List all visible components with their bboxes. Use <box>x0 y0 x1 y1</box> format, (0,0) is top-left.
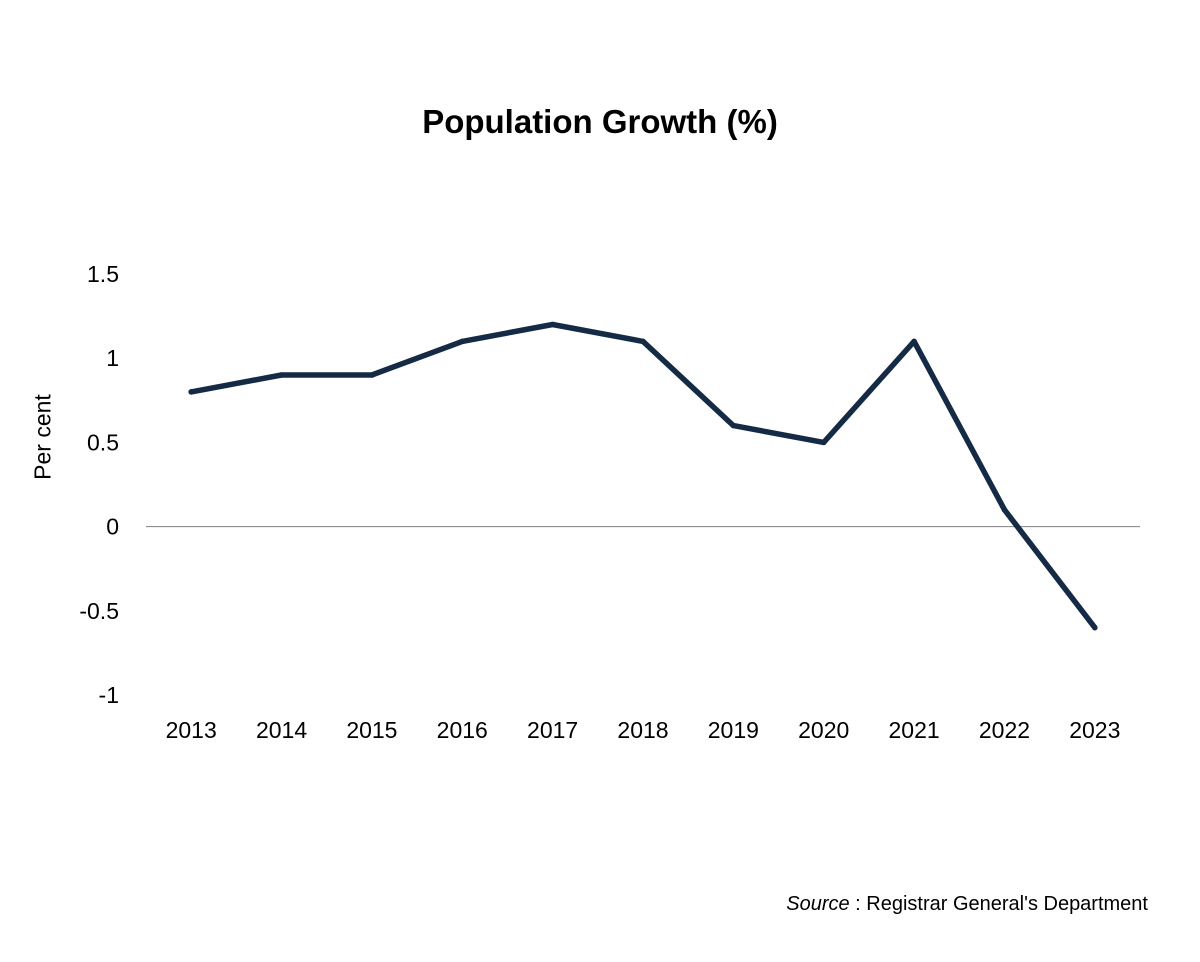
y-tick-label: 1.5 <box>87 261 119 287</box>
x-tick-label: 2020 <box>798 717 849 743</box>
x-tick-label: 2016 <box>437 717 488 743</box>
data-point <box>1092 625 1098 631</box>
data-point <box>369 372 375 378</box>
data-point <box>731 423 737 429</box>
data-point <box>821 440 827 446</box>
series-line <box>191 325 1095 628</box>
x-tick-label: 2023 <box>1069 717 1120 743</box>
y-tick-label: -0.5 <box>79 598 119 624</box>
x-tick-label: 2021 <box>889 717 940 743</box>
y-tick-label: 1 <box>106 345 119 371</box>
x-tick-label: 2022 <box>979 717 1030 743</box>
y-tick-label: 0.5 <box>87 429 119 455</box>
x-tick-label: 2014 <box>256 717 307 743</box>
data-point <box>550 322 556 328</box>
chart-title: Population Growth (%) <box>0 100 1200 144</box>
line-chart: 1.5 1 0.5 0 -0.5 -1 2013 2014 2015 2016 2017 2018 20… <box>0 0 1200 962</box>
y-tick-label: 0 <box>106 514 119 540</box>
source-text: : Registrar General's Department <box>850 893 1148 915</box>
x-tick-label: 2015 <box>346 717 397 743</box>
source-note: Source : Registrar General's Department <box>786 893 1148 916</box>
data-point <box>188 389 194 395</box>
x-tick-label: 2013 <box>166 717 217 743</box>
x-tick-label: 2017 <box>527 717 578 743</box>
data-point <box>640 339 646 345</box>
data-point <box>460 339 466 345</box>
data-point <box>911 339 917 345</box>
y-tick-label: -1 <box>99 682 119 708</box>
data-point <box>1002 507 1008 513</box>
x-tick-label: 2018 <box>617 717 668 743</box>
source-label: Source <box>786 893 849 915</box>
data-point <box>279 372 285 378</box>
x-tick-label: 2019 <box>708 717 759 743</box>
y-axis-label: Per cent <box>30 394 57 480</box>
